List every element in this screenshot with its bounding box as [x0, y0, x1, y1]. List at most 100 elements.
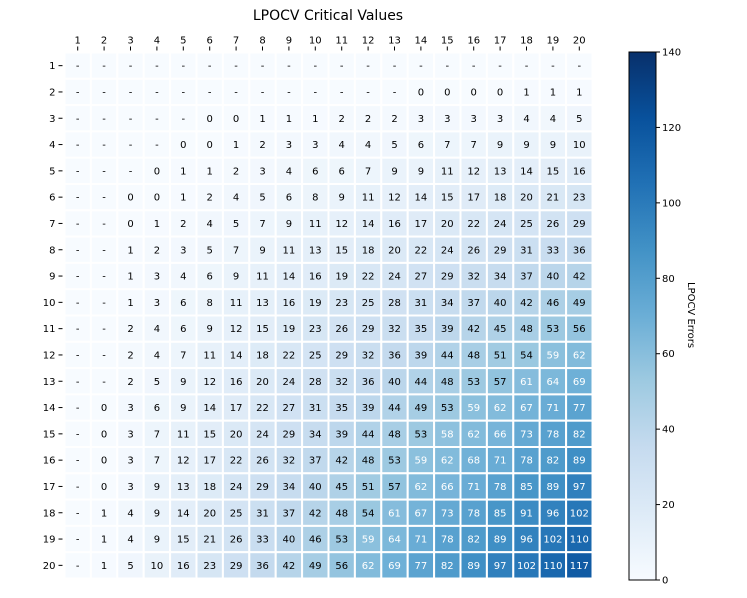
heatmap-cell — [406, 446, 436, 475]
cell-value-label: 48 — [335, 508, 348, 519]
cell-value-label: 9 — [180, 403, 186, 414]
cell-value-label: 26 — [547, 219, 560, 230]
cell-value-label: 0 — [101, 456, 107, 467]
cell-value-label: - — [155, 140, 159, 151]
cell-value-label: 11 — [230, 298, 243, 309]
heatmap-cell — [327, 288, 356, 317]
cell-value-label: 9 — [233, 272, 239, 283]
x-tick-label: 13 — [388, 36, 401, 47]
cell-value-label: - — [287, 61, 291, 72]
cell-value-label: 0 — [101, 482, 107, 493]
cell-value-label: 45 — [494, 324, 507, 335]
cell-value-label: 0 — [154, 166, 160, 177]
cell-value-label: 53 — [467, 377, 480, 388]
cell-value-label: 4 — [233, 193, 239, 204]
cell-value-label: - — [155, 114, 159, 125]
heatmap-cell — [459, 288, 488, 317]
heatmap-cell — [116, 77, 145, 107]
y-tick-label: 14 — [43, 403, 56, 414]
cell-value-label: 37 — [467, 298, 480, 309]
x-tick-label: 4 — [154, 36, 160, 47]
heatmap-cell — [195, 393, 224, 422]
cell-value-label: 5 — [127, 561, 133, 572]
cell-value-label: 10 — [151, 561, 164, 572]
cell-value-label: 5 — [576, 114, 582, 125]
cell-value-label: 20 — [230, 429, 243, 440]
heatmap-cell — [274, 235, 304, 264]
cell-value-label: - — [102, 61, 106, 72]
y-tick-label: 7 — [49, 219, 55, 230]
cell-value-label: 49 — [415, 403, 428, 414]
heatmap-cell — [459, 419, 488, 449]
cell-value-label: 1 — [180, 166, 186, 177]
y-tick-label: 12 — [43, 350, 56, 361]
heatmap-cell — [433, 446, 462, 475]
cell-value-label: 6 — [418, 140, 424, 151]
cell-value-label: 58 — [441, 429, 454, 440]
cell-value-label: 4 — [127, 508, 133, 519]
cell-value-label: 9 — [154, 482, 160, 493]
heatmap-cell — [485, 419, 515, 449]
heatmap-cell — [221, 551, 251, 580]
cell-value-label: - — [234, 87, 238, 98]
cell-value-label: - — [181, 61, 185, 72]
cell-value-label: 2 — [180, 219, 186, 230]
cell-value-label: 62 — [415, 482, 428, 493]
heatmap-cell — [485, 51, 515, 80]
x-tick-label: 5 — [180, 36, 186, 47]
cell-value-label: 2 — [365, 114, 371, 125]
cell-value-label: 2 — [339, 114, 345, 125]
cell-value-label: 32 — [388, 324, 401, 335]
cell-value-label: 23 — [573, 193, 586, 204]
cell-value-label: 82 — [547, 456, 560, 467]
cell-value-label: 5 — [154, 377, 160, 388]
heatmap-cell — [195, 472, 224, 501]
cell-value-label: 11 — [283, 245, 296, 256]
heatmap-cell — [248, 314, 277, 343]
cell-value-label: 0 — [127, 219, 133, 230]
cell-value-label: 42 — [283, 561, 296, 572]
cell-value-label: - — [129, 114, 133, 125]
heatmap-cell — [248, 419, 277, 449]
cell-value-label: 42 — [573, 272, 586, 283]
cell-value-label: 7 — [471, 140, 477, 151]
cell-value-label: 44 — [362, 429, 375, 440]
cell-value-label: 15 — [547, 166, 560, 177]
cell-value-label: 14 — [283, 272, 296, 283]
cell-value-label: 0 — [444, 87, 450, 98]
cell-value-label: 2 — [259, 140, 265, 151]
x-tick-label: 1 — [75, 36, 81, 47]
cell-value-label: 0 — [180, 140, 186, 151]
cell-value-label: 48 — [441, 377, 454, 388]
cell-value-label: 85 — [520, 482, 533, 493]
cell-value-label: 42 — [309, 508, 322, 519]
cell-value-label: 3 — [259, 166, 265, 177]
cell-value-label: 37 — [283, 508, 296, 519]
cell-value-label: 39 — [335, 429, 348, 440]
cell-value-label: 40 — [309, 482, 322, 493]
cell-value-label: 97 — [494, 561, 507, 572]
cell-value-label: 9 — [180, 377, 186, 388]
y-tick-label: 10 — [43, 298, 56, 309]
cell-value-label: 19 — [335, 272, 348, 283]
cell-value-label: 11 — [441, 166, 454, 177]
cell-value-label: 17 — [230, 403, 243, 414]
cell-value-label: - — [393, 61, 397, 72]
cell-value-label: 11 — [177, 429, 190, 440]
cell-value-label: 14 — [177, 508, 190, 519]
cell-value-label: - — [76, 535, 80, 546]
heatmap-cell — [327, 367, 356, 396]
cell-value-label: 15 — [203, 429, 216, 440]
cell-value-label: 71 — [467, 482, 480, 493]
cell-value-label: 117 — [570, 561, 589, 572]
heatmap-cell — [221, 367, 251, 396]
heatmap-cell — [248, 104, 277, 133]
heatmap-cell — [116, 446, 145, 475]
cell-value-label: 1 — [207, 166, 213, 177]
cell-value-label: 24 — [283, 377, 296, 388]
cell-value-label: 3 — [418, 114, 424, 125]
heatmap-cell — [538, 130, 568, 159]
colorbar-tick-label: 60 — [662, 349, 675, 360]
cell-value-label: 9 — [497, 140, 503, 151]
cell-value-label: 37 — [309, 456, 322, 467]
